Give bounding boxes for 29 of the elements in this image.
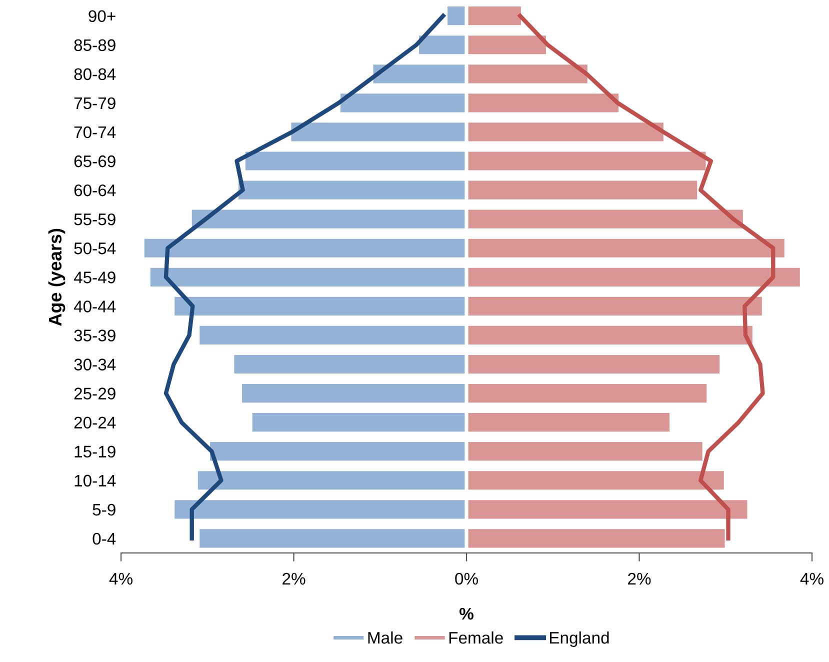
y-tick-label: 65-69	[74, 155, 116, 168]
y-tick-label: 50-54	[74, 242, 116, 254]
y-tick-label: 35-39	[74, 330, 116, 342]
y-tick-label: 90+	[88, 10, 116, 22]
y-axis-title: Age (years)	[48, 228, 66, 326]
y-tick-label: 85-89	[74, 39, 116, 52]
x-tick-label: 4%	[800, 572, 824, 585]
x-tick-label: 0%	[455, 572, 478, 585]
y-tick-label: 15-19	[74, 446, 116, 458]
legend-label: England	[550, 631, 609, 647]
y-tick-label: 10-14	[74, 474, 116, 487]
legend-label: Male	[368, 631, 402, 644]
y-tick-label: 5-9	[92, 504, 116, 516]
x-tick-label: 2%	[282, 572, 306, 585]
y-tick-label: 60-64	[74, 184, 116, 196]
y-tick-label: 0-4	[92, 532, 116, 545]
x-tick-label: 2%	[628, 572, 651, 585]
y-tick-label: 55-59	[74, 213, 116, 226]
legend-label: Female	[449, 631, 503, 644]
y-tick-label: 25-29	[74, 388, 116, 400]
y-tick-label: 20-24	[74, 416, 116, 429]
y-tick-label: 70-74	[74, 126, 116, 138]
x-axis-title: %	[460, 608, 474, 620]
y-tick-label: 30-34	[74, 358, 116, 370]
y-tick-label: 45-49	[74, 272, 116, 284]
y-tick-label: 80-84	[74, 68, 116, 80]
x-tick-label: 4%	[109, 572, 132, 585]
y-tick-label: 75-79	[74, 97, 116, 110]
y-tick-label: 40-44	[74, 300, 116, 312]
